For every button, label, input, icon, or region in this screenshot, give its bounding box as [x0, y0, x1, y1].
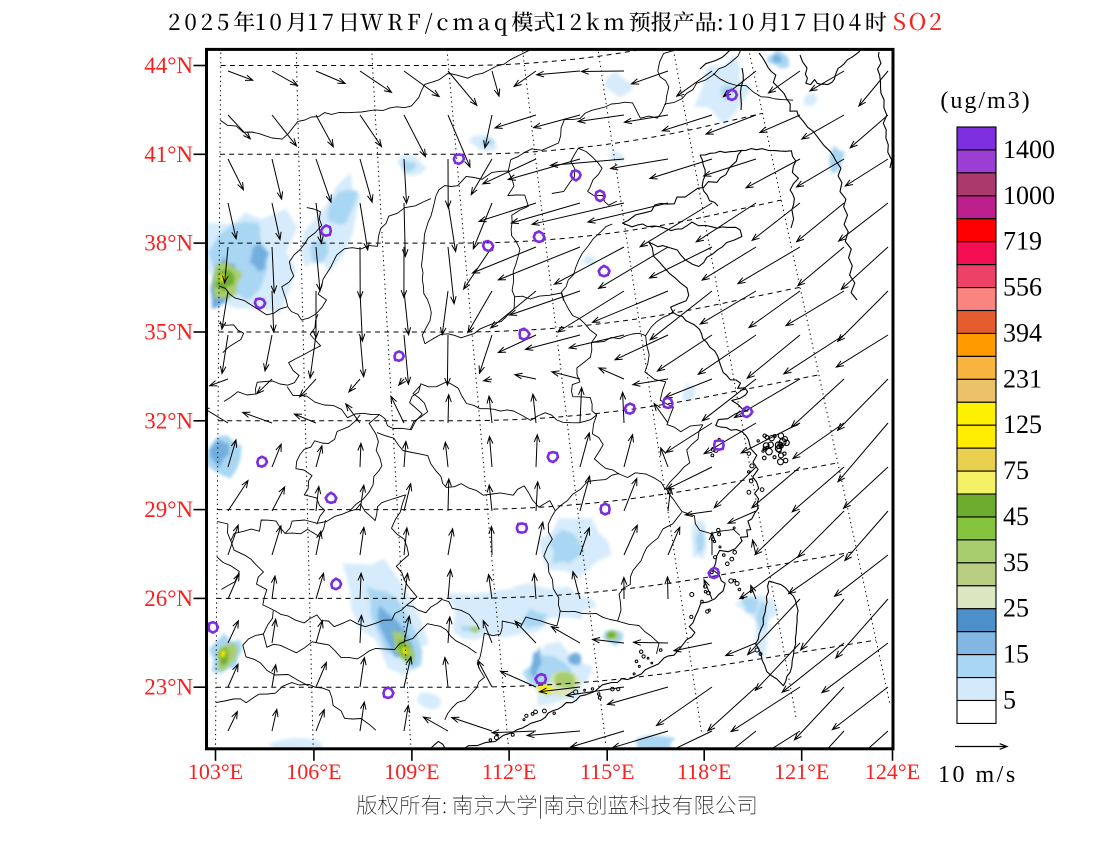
svg-text:121°E: 121°E: [774, 759, 829, 784]
svg-text:23°N: 23°N: [144, 675, 193, 700]
svg-text:10 m/s: 10 m/s: [938, 762, 1018, 788]
svg-text:26°N: 26°N: [144, 586, 193, 611]
svg-text:112°E: 112°E: [482, 759, 536, 784]
svg-text:15: 15: [1003, 640, 1029, 669]
svg-text:394: 394: [1003, 319, 1042, 348]
svg-text:75: 75: [1003, 456, 1029, 485]
svg-text:556: 556: [1003, 273, 1042, 302]
svg-text:41°N: 41°N: [144, 142, 193, 167]
svg-text:44°N: 44°N: [144, 53, 193, 78]
svg-text:45: 45: [1003, 502, 1029, 531]
svg-text:103°E: 103°E: [188, 759, 243, 784]
svg-text:125: 125: [1003, 410, 1042, 439]
svg-text:115°E: 115°E: [580, 759, 634, 784]
svg-text:118°E: 118°E: [677, 759, 731, 784]
svg-text:1000: 1000: [1003, 181, 1055, 210]
svg-text:231: 231: [1003, 364, 1042, 393]
svg-text:29°N: 29°N: [144, 497, 193, 522]
svg-text:38°N: 38°N: [144, 231, 193, 256]
svg-text:109°E: 109°E: [384, 759, 439, 784]
svg-text:1400: 1400: [1003, 135, 1055, 164]
svg-text:124°E: 124°E: [865, 759, 920, 784]
svg-text:5: 5: [1003, 686, 1016, 715]
svg-text:25: 25: [1003, 594, 1029, 623]
svg-text:(ug/m3): (ug/m3): [940, 88, 1031, 114]
svg-text:719: 719: [1003, 227, 1042, 256]
svg-text:32°N: 32°N: [144, 408, 193, 433]
svg-text:35: 35: [1003, 548, 1029, 577]
svg-text:35°N: 35°N: [144, 320, 193, 345]
svg-text:106°E: 106°E: [286, 759, 341, 784]
